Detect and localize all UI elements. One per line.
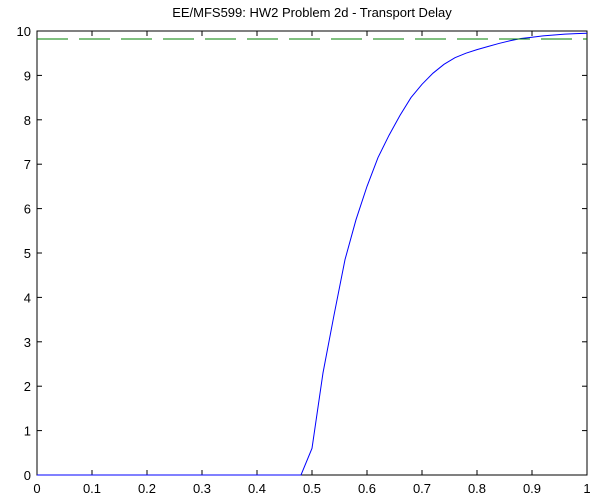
x-tick-label: 0.1 xyxy=(83,481,101,496)
y-tick-label: 6 xyxy=(24,202,31,217)
x-tick-label: 0 xyxy=(33,481,40,496)
x-tick-label: 1 xyxy=(583,481,590,496)
axes-box xyxy=(36,30,588,476)
x-tick-label: 0.4 xyxy=(248,481,266,496)
y-tick-label: 0 xyxy=(24,468,31,483)
chart-title: EE/MFS599: HW2 Problem 2d - Transport De… xyxy=(172,5,452,20)
y-tick-label: 8 xyxy=(24,113,31,128)
response-curve xyxy=(37,32,588,476)
y-tick-label: 4 xyxy=(24,290,31,305)
y-tick-label: 2 xyxy=(24,379,31,394)
y-tick-label: 7 xyxy=(24,157,31,172)
x-tick-label: 0.3 xyxy=(193,481,211,496)
y-tick-label: 5 xyxy=(24,246,31,261)
y-tick-label: 9 xyxy=(24,68,31,83)
y-tick-label: 1 xyxy=(24,424,31,439)
y-tick-label: 10 xyxy=(17,24,31,39)
x-tick-label: 0.5 xyxy=(303,481,321,496)
plot-area: 0 0.1 0.2 0.3 0.4 0.5 0.6 0.7 0.8 0.9 101234567891… xyxy=(17,24,591,496)
x-tick-label: 0.2 xyxy=(138,481,156,496)
x-tick-label: 0.9 xyxy=(523,481,541,496)
x-tick-label: 0.7 xyxy=(413,481,431,496)
x-tick-label: 0.8 xyxy=(468,481,486,496)
y-tick-label: 3 xyxy=(24,335,31,350)
x-tick-label: 0.6 xyxy=(358,481,376,496)
